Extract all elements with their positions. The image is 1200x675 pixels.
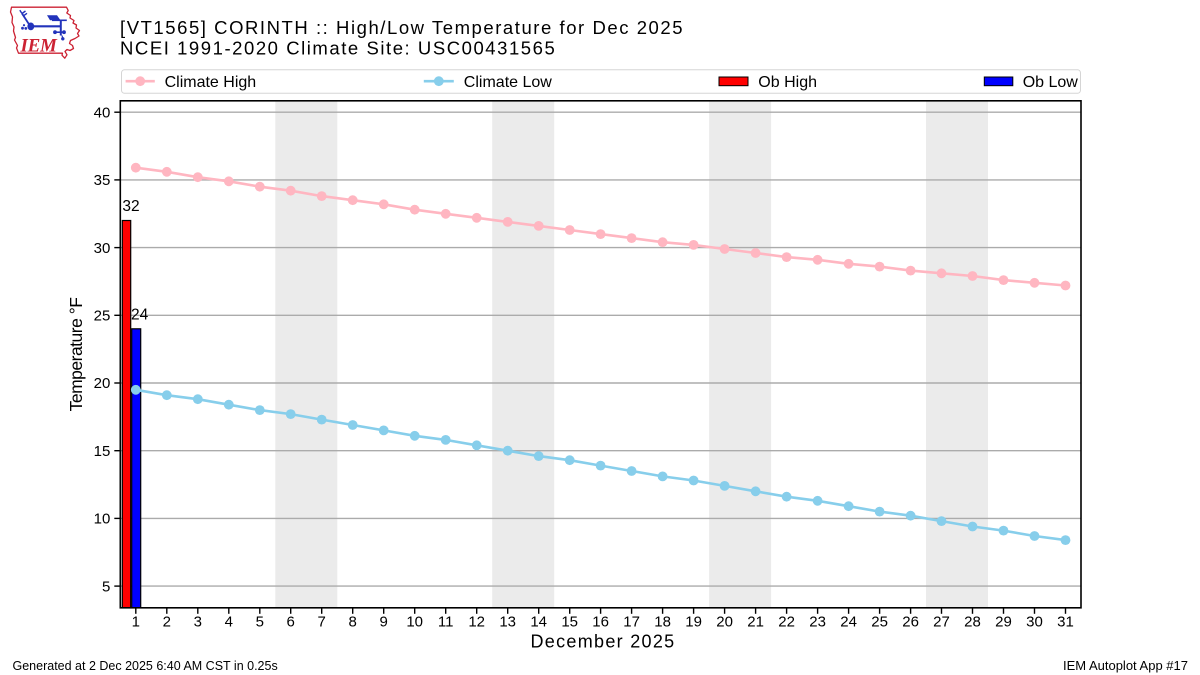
svg-text:25: 25 <box>94 308 111 325</box>
svg-text:25: 25 <box>871 614 888 631</box>
svg-text:IEM: IEM <box>20 36 58 57</box>
svg-text:20: 20 <box>94 375 111 392</box>
svg-text:30: 30 <box>94 240 111 257</box>
svg-text:10: 10 <box>94 511 111 528</box>
svg-text:NCEI 1991-2020 Climate Site: U: NCEI 1991-2020 Climate Site: USC00431565 <box>120 38 556 59</box>
svg-text:Generated at 2 Dec 2025 6:40 A: Generated at 2 Dec 2025 6:40 AM CST in 0… <box>13 659 278 673</box>
svg-text:12: 12 <box>468 614 485 631</box>
svg-text:5: 5 <box>102 578 110 595</box>
svg-text:30: 30 <box>1026 614 1043 631</box>
svg-text:3: 3 <box>194 614 202 631</box>
svg-text:8: 8 <box>349 614 357 631</box>
svg-text:5: 5 <box>256 614 264 631</box>
svg-text:40: 40 <box>94 104 111 121</box>
svg-text:15: 15 <box>561 614 578 631</box>
svg-text:December 2025: December 2025 <box>531 632 676 652</box>
svg-text:28: 28 <box>964 614 981 631</box>
svg-text:7: 7 <box>318 614 326 631</box>
svg-text:22: 22 <box>778 614 795 631</box>
svg-text:Ob Low: Ob Low <box>1023 74 1079 91</box>
svg-text:2: 2 <box>163 614 171 631</box>
svg-text:1: 1 <box>132 614 140 631</box>
svg-text:9: 9 <box>380 614 388 631</box>
svg-text:13: 13 <box>499 614 516 631</box>
svg-text:14: 14 <box>530 614 547 631</box>
svg-text:24: 24 <box>131 307 149 324</box>
svg-text:29: 29 <box>995 614 1012 631</box>
svg-text:31: 31 <box>1057 614 1074 631</box>
svg-text:IEM Autoplot App #17: IEM Autoplot App #17 <box>1063 658 1188 673</box>
svg-text:17: 17 <box>623 614 640 631</box>
svg-text:24: 24 <box>840 614 857 631</box>
svg-text:32: 32 <box>122 198 139 215</box>
svg-text:19: 19 <box>685 614 702 631</box>
svg-text:[VT1565] CORINTH :: High/Low T: [VT1565] CORINTH :: High/Low Temperature… <box>120 17 684 38</box>
svg-text:Climate Low: Climate Low <box>464 74 552 91</box>
svg-text:Ob High: Ob High <box>758 74 817 91</box>
svg-text:26: 26 <box>902 614 919 631</box>
svg-text:18: 18 <box>654 614 671 631</box>
svg-text:Temperature °F: Temperature °F <box>66 298 86 412</box>
svg-text:6: 6 <box>287 614 295 631</box>
svg-text:4: 4 <box>225 614 233 631</box>
svg-text:21: 21 <box>747 614 764 631</box>
svg-text:35: 35 <box>94 172 111 189</box>
svg-text:11: 11 <box>438 614 454 631</box>
svg-text:15: 15 <box>94 443 111 460</box>
svg-text:10: 10 <box>406 614 423 631</box>
svg-text:23: 23 <box>809 614 826 631</box>
svg-text:Climate High: Climate High <box>165 74 257 91</box>
svg-text:20: 20 <box>716 614 733 631</box>
svg-text:16: 16 <box>592 614 609 631</box>
svg-text:27: 27 <box>933 614 950 631</box>
